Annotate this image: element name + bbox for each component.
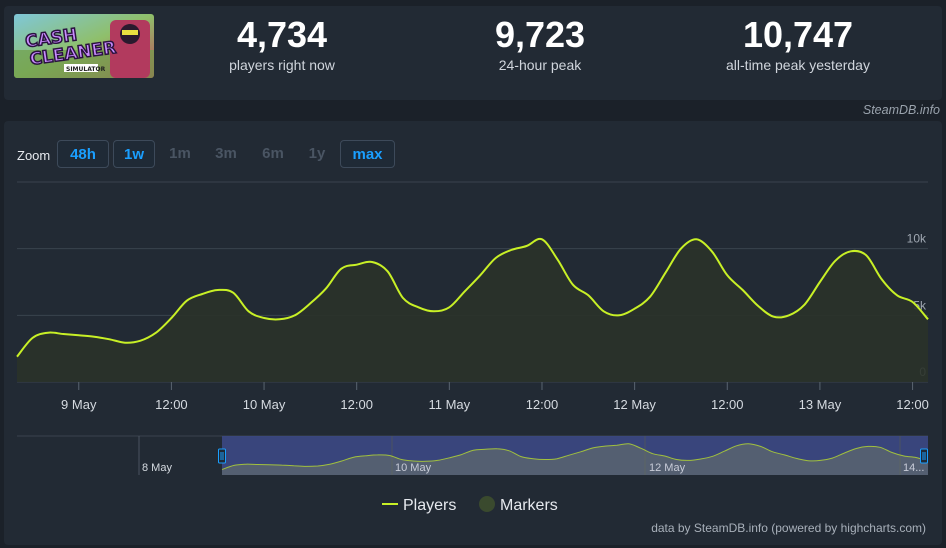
legend-item-markers[interactable]: Markers	[479, 496, 558, 514]
navigator-right-handle[interactable]	[920, 448, 928, 464]
x-tick-label: 12:00	[896, 397, 929, 412]
stat-24h-peak: 9,723 24-hour peak	[430, 14, 650, 73]
x-tick-label: 12:00	[526, 397, 559, 412]
legend-players-label: Players	[403, 497, 456, 514]
zoom-label: Zoom	[17, 148, 51, 163]
zoom-max-button[interactable]: max	[340, 140, 395, 168]
svg-text:SIMULATOR: SIMULATOR	[66, 66, 106, 73]
stats-bar	[4, 6, 942, 100]
chart-legend: Players Markers	[382, 496, 558, 514]
x-tick-label: 12:00	[155, 397, 188, 412]
x-axis-labels: 9 May 12:00 10 May 12:00 11 May 12:00 12 May 12…	[61, 382, 929, 412]
players-line	[16, 237, 929, 358]
zoom-6m-button[interactable]: 6m	[262, 145, 284, 162]
zoom-1w-button[interactable]: 1w	[113, 140, 155, 168]
legend-markers-label: Markers	[500, 497, 558, 514]
navigator: 8 May 10 May 12 May 14...	[17, 435, 929, 475]
x-tick-label: 10 May	[243, 397, 286, 412]
navigator-label: 14...	[903, 462, 924, 474]
x-tick-label: 11 May	[429, 397, 471, 412]
legend-item-players[interactable]: Players	[382, 497, 456, 514]
all-time-peak-label: all-time peak yesterday	[726, 57, 870, 73]
current-players-label: players right now	[229, 57, 335, 73]
peak-24h-label: 24-hour peak	[498, 57, 582, 73]
navigator-line	[221, 443, 929, 470]
navigator-label: 10 May	[395, 462, 432, 474]
zoom-3m-button[interactable]: 3m	[215, 145, 237, 162]
zoom-48h-button[interactable]: 48h	[57, 140, 109, 168]
stat-all-time-peak: 10,747 all-time peak yesterday	[688, 14, 908, 73]
y-tick-label: 10k	[907, 232, 927, 246]
x-tick-label: 13 May	[799, 397, 842, 412]
x-tick-label: 9 May	[61, 397, 97, 412]
navigator-area	[222, 443, 928, 475]
plot-area	[16, 237, 929, 382]
zoom-1m-button[interactable]: 1m	[169, 145, 191, 162]
game-thumbnail[interactable]: CASH CLEANER SIMULATOR	[14, 14, 154, 78]
players-area	[17, 238, 928, 382]
zoom-1y-button[interactable]: 1y	[308, 145, 326, 162]
game-logo-image: CASH CLEANER SIMULATOR	[14, 14, 154, 78]
navigator-left-handle[interactable]	[218, 448, 226, 464]
site-credit[interactable]: SteamDB.info	[862, 103, 940, 117]
navigator-label: 12 May	[649, 462, 686, 474]
stat-current: 4,734 players right now	[172, 14, 392, 73]
x-tick-label: 12:00	[711, 397, 744, 412]
footer-credit[interactable]: data by SteamDB.info (powered by highcha…	[651, 521, 926, 535]
all-time-peak-value: 10,747	[742, 14, 854, 55]
navigator-label: 8 May	[142, 462, 172, 474]
current-players-value: 4,734	[236, 14, 328, 55]
x-tick-label: 12 May	[613, 397, 656, 412]
x-tick-label: 12:00	[340, 397, 373, 412]
peak-24h-value: 9,723	[494, 14, 586, 55]
